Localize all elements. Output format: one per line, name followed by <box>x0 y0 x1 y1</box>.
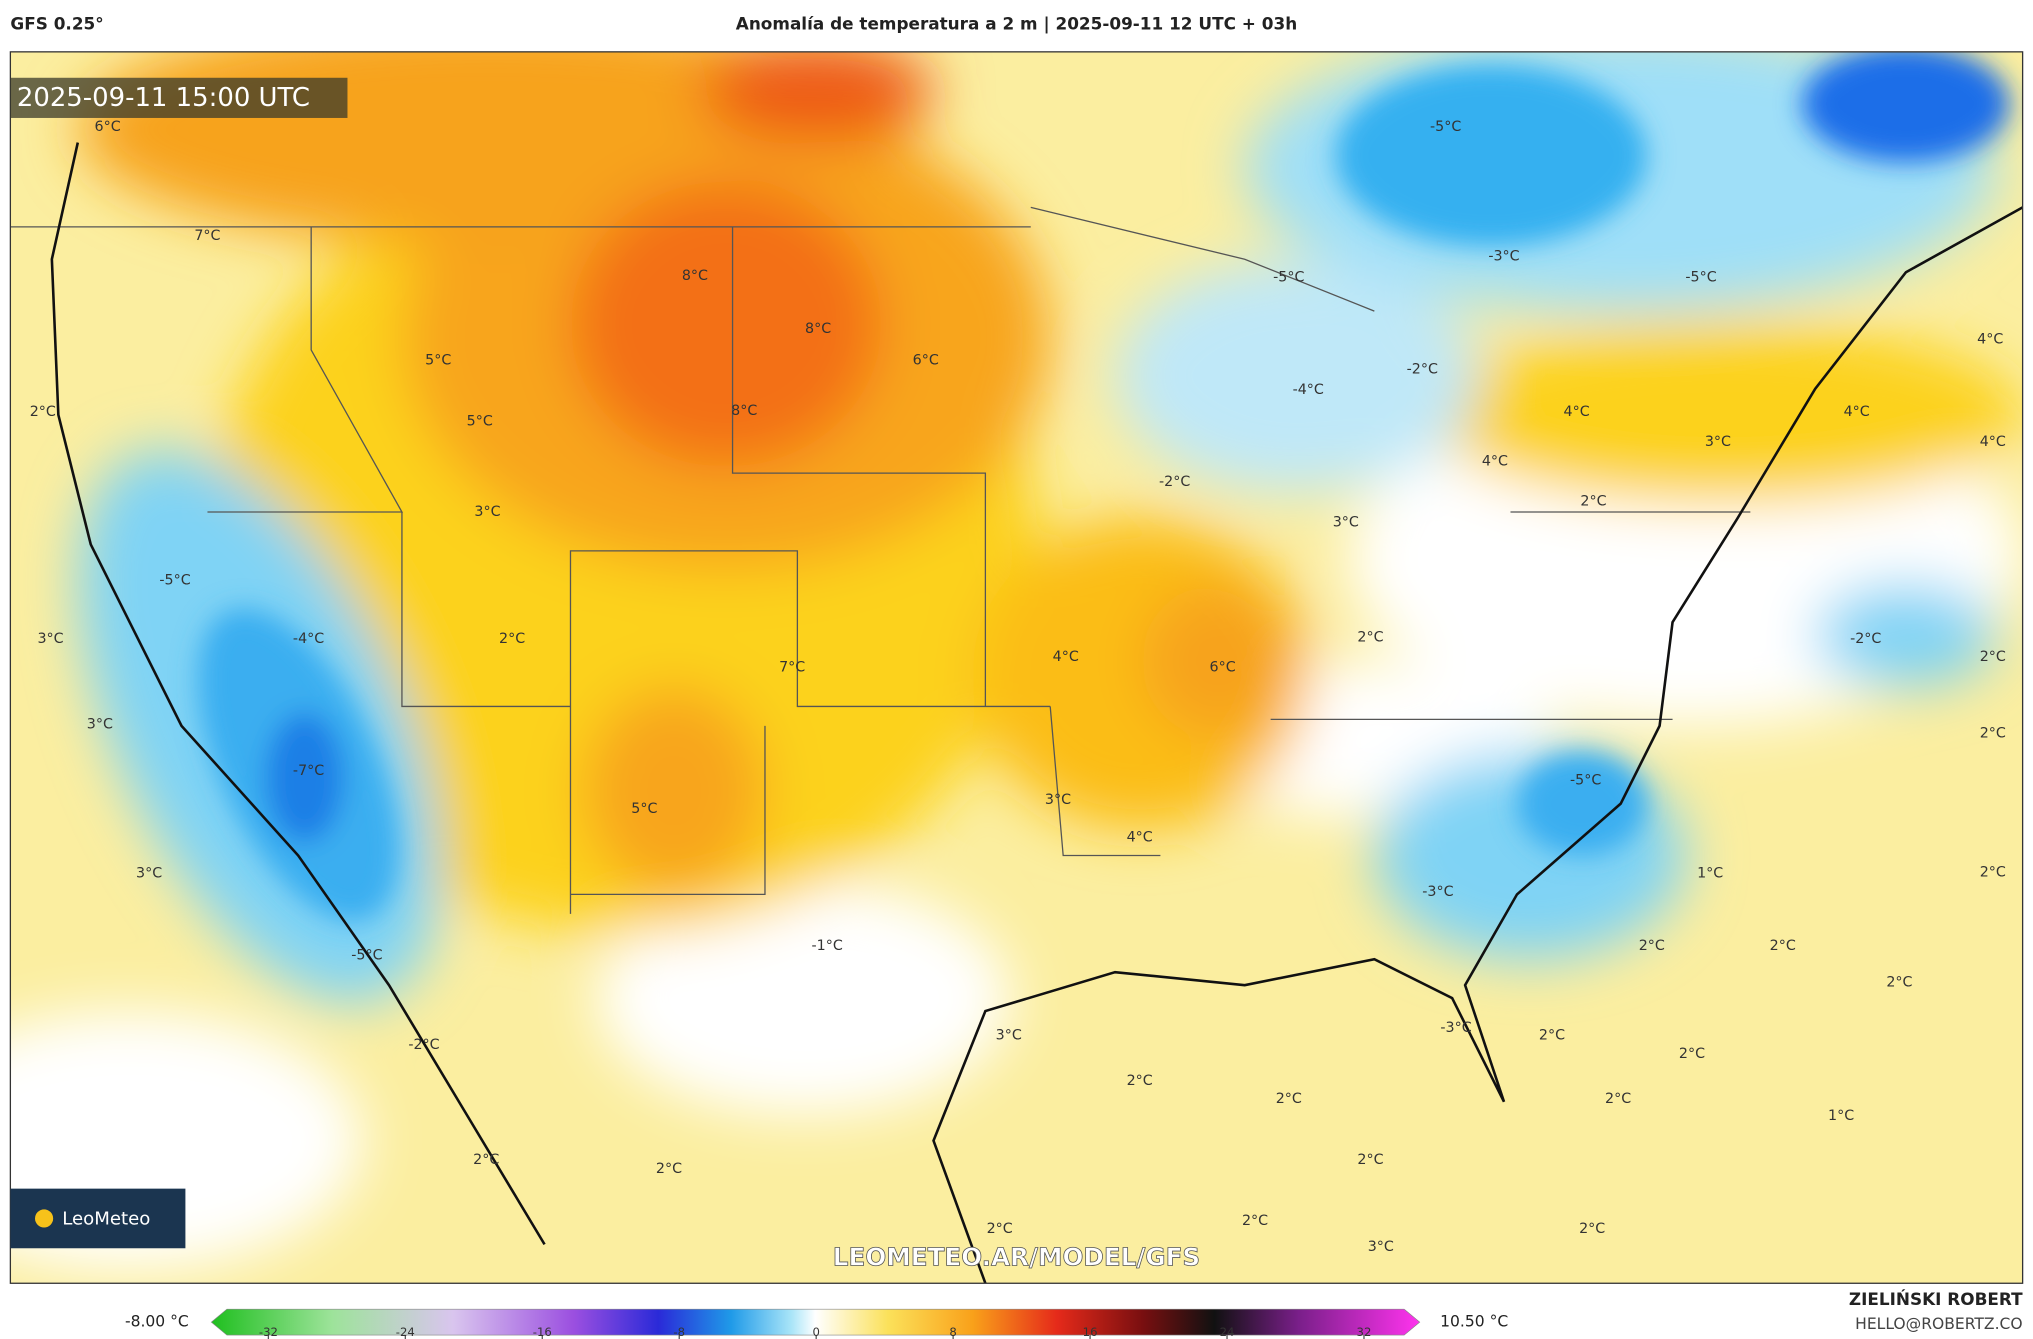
contour-label: 7°C <box>779 660 805 676</box>
colorbar-tick-label: 8 <box>949 1325 956 1339</box>
contour-label: 1°C <box>1697 866 1723 882</box>
contour-label: 3°C <box>996 1028 1022 1044</box>
contour-label: 6°C <box>1210 660 1236 676</box>
colorbar-tick-label: 0 <box>812 1325 819 1339</box>
contour-label: -4°C <box>293 631 324 647</box>
contour-label: -7°C <box>293 763 324 779</box>
contour-label: 8°C <box>682 268 708 284</box>
watermark: LEOMETEO.AR/MODEL/GFS <box>833 1243 1200 1272</box>
contact: HELLO@ROBERTZ.CO <box>1855 1315 2022 1333</box>
contour-label: 3°C <box>474 504 500 520</box>
colorbar-tick-label: -8 <box>673 1325 685 1339</box>
contour-label: -3°C <box>1440 1020 1471 1036</box>
colorbar-tick-label: 16 <box>1083 1325 1098 1339</box>
contour-label: 1°C <box>1828 1108 1854 1124</box>
map-title: Anomalía de temperatura a 2 m | 2025-09-… <box>736 14 1297 34</box>
contour-label: 4°C <box>1564 404 1590 420</box>
contour-label: 4°C <box>1844 404 1870 420</box>
contour-label: 2°C <box>30 404 56 420</box>
timestamp: 2025-09-11 15:00 UTC <box>17 83 310 113</box>
contour-label: -2°C <box>1850 631 1881 647</box>
contour-label: 4°C <box>1127 829 1153 845</box>
contour-label: 2°C <box>1770 938 1796 954</box>
model-name: GFS 0.25° <box>10 14 103 34</box>
contour-label: 3°C <box>136 866 162 882</box>
contour-label: 2°C <box>1357 630 1383 646</box>
contour-label: 4°C <box>1053 649 1079 665</box>
contour-label: 2°C <box>473 1152 499 1168</box>
contour-label: 3°C <box>1045 792 1071 808</box>
contour-label: -2°C <box>1407 361 1438 377</box>
contour-label: 2°C <box>1357 1152 1383 1168</box>
contour-label: 5°C <box>631 801 657 817</box>
contour-label: -2°C <box>1159 474 1190 490</box>
contour-label: 3°C <box>37 631 63 647</box>
colorbar <box>210 1308 1421 1336</box>
contour-label: 2°C <box>1980 726 2006 742</box>
contour-label: 2°C <box>499 631 525 647</box>
contour-label: -2°C <box>408 1037 439 1053</box>
contour-label: -1°C <box>812 938 843 954</box>
contour-label: 2°C <box>1980 649 2006 665</box>
colorbar-tick-label: -32 <box>259 1325 278 1339</box>
contour-label: 2°C <box>1639 938 1665 954</box>
contour-label: 2°C <box>987 1221 1013 1237</box>
contour-label: 8°C <box>731 403 757 419</box>
contour-labels: 6°C 7°C 5°C 5°C 3°C 8°C 8°C 6°C 8°C 2°C -5°C 3°C -4°… <box>30 119 2006 1255</box>
contour-label: -5°C <box>1430 119 1461 135</box>
contour-label: 4°C <box>1980 434 2006 450</box>
contour-label: -5°C <box>351 947 382 963</box>
timestamp-box <box>10 77 348 118</box>
contour-label: 2°C <box>1242 1213 1268 1229</box>
contour-label: 6°C <box>95 119 121 135</box>
contour-label: -3°C <box>1488 249 1519 265</box>
colorbar-ticks: -32 -24 -16 -8 0 8 16 24 32 <box>259 1325 1372 1339</box>
contour-label: 2°C <box>1886 975 1912 991</box>
contour-label: 2°C <box>1679 1046 1705 1062</box>
anomaly-field <box>10 51 2023 1284</box>
contour-label: -5°C <box>159 573 190 589</box>
contour-label: 8°C <box>805 321 831 337</box>
contour-label: -4°C <box>1293 382 1324 398</box>
contour-label: -5°C <box>1685 269 1716 285</box>
contour-label: 3°C <box>1705 434 1731 450</box>
colorbar-tick-label: -16 <box>533 1325 552 1339</box>
contour-label: 2°C <box>1580 494 1606 510</box>
colorbar-tick-label: 32 <box>1357 1325 1372 1339</box>
contour-label: -3°C <box>1422 884 1453 900</box>
author: ZIELIŃSKI ROBERT <box>1849 1288 2023 1309</box>
logo: LeoMeteo <box>62 1209 150 1230</box>
colorbar-min: -8.00 °C <box>125 1313 189 1331</box>
contour-label: 3°C <box>1333 514 1359 530</box>
colorbar-tick-label: 24 <box>1220 1325 1235 1339</box>
contour-label: 3°C <box>87 717 113 733</box>
contour-label: 5°C <box>467 413 493 429</box>
contour-label: 3°C <box>1368 1239 1394 1255</box>
colorbar-max: 10.50 °C <box>1440 1313 1508 1331</box>
contour-label: 5°C <box>425 352 451 368</box>
contour-label: 2°C <box>1276 1091 1302 1107</box>
contour-label: 2°C <box>1605 1091 1631 1107</box>
contour-label: 2°C <box>656 1161 682 1177</box>
contour-label: 2°C <box>1579 1221 1605 1237</box>
contour-label: -5°C <box>1570 772 1601 788</box>
contour-label: 7°C <box>194 228 220 244</box>
contour-label: 2°C <box>1127 1073 1153 1089</box>
contour-label: 4°C <box>1977 332 2003 348</box>
colorbar-tick-label: -24 <box>396 1325 415 1339</box>
contour-label: 6°C <box>913 352 939 368</box>
contour-label: -5°C <box>1273 269 1304 285</box>
contour-label: 2°C <box>1980 864 2006 880</box>
contour-label: 4°C <box>1482 453 1508 469</box>
contour-label: 2°C <box>1539 1028 1565 1044</box>
